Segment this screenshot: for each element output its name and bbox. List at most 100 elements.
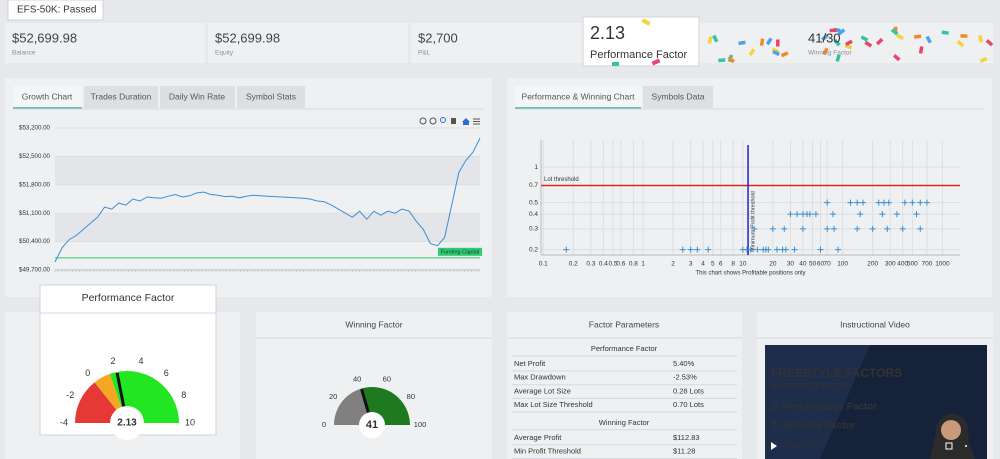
- x-tick-label: 10: [739, 261, 747, 268]
- data-point: [817, 246, 824, 253]
- y-tick-label: $52,500.00: [19, 153, 51, 160]
- data-point: [923, 199, 930, 206]
- reference-label-bg: [438, 247, 482, 256]
- confetti-piece: [890, 28, 899, 36]
- data-point: [893, 211, 900, 218]
- data-point: [751, 225, 758, 232]
- menu[interactable]: [473, 118, 480, 125]
- confetti: [707, 26, 994, 64]
- confetti-piece: [821, 33, 829, 42]
- x-tick-label: 70: [824, 261, 832, 268]
- pan[interactable]: [451, 118, 456, 124]
- data-point: [806, 211, 813, 218]
- tab[interactable]: [643, 86, 713, 108]
- x-tick-label: 1000: [935, 261, 950, 268]
- y-tick-label: 0.7: [529, 182, 538, 189]
- reset[interactable]: [462, 118, 470, 125]
- data-point: [857, 211, 864, 218]
- stat-label: Winning Factor: [808, 50, 853, 57]
- scatter-chart: 0.1 0.2 0.3 0.4 0.50.6 0.8 1 2 3 4 5 6 8 10 20 30 40 50 60…: [529, 140, 960, 277]
- table-label: Max Drawdown: [514, 373, 566, 382]
- gauge-value: 41: [366, 419, 378, 431]
- menu-button[interactable]: [965, 445, 967, 447]
- confetti-piece: [985, 39, 994, 47]
- tab[interactable]: Growth Chart: [22, 91, 73, 101]
- tab[interactable]: [237, 86, 305, 108]
- card-title: Instructional Video: [840, 319, 910, 329]
- confetti-piece: [780, 51, 789, 58]
- confetti-piece: [641, 18, 651, 26]
- data-point: [899, 225, 906, 232]
- gauge-tick-label: 6: [164, 368, 169, 378]
- reference-label: Funding Capital: [441, 249, 480, 255]
- data-point: [782, 246, 789, 253]
- data-point: [773, 246, 780, 253]
- gauge-tick-label: -2: [66, 390, 74, 400]
- tab-active[interactable]: [515, 86, 641, 108]
- zoom-out[interactable]: [429, 117, 437, 125]
- gauge-value: 2.13: [117, 418, 137, 429]
- stat-label: P&L: [418, 50, 431, 57]
- gauge-band: [334, 388, 372, 425]
- tab-active[interactable]: [13, 86, 82, 108]
- data-point: [791, 246, 798, 253]
- confetti-piece: [913, 34, 922, 39]
- confetti-piece: [775, 39, 780, 47]
- x-tick-label: 0.4: [599, 261, 608, 268]
- data-point: [787, 211, 794, 218]
- data-point: [847, 199, 854, 206]
- video-item: 1- Performance Factor: [771, 402, 877, 413]
- tab[interactable]: Symbols Data: [652, 91, 705, 101]
- x-tick-label: 30: [787, 261, 795, 268]
- data-point: [687, 246, 694, 253]
- data-point: [831, 225, 838, 232]
- confetti-piece: [860, 35, 869, 42]
- data-point: [705, 246, 712, 253]
- tab[interactable]: Performance & Winning Chart: [522, 91, 636, 101]
- play-button[interactable]: [771, 442, 777, 450]
- chart-toolbar[interactable]: [419, 117, 480, 126]
- zoom-in[interactable]: [419, 117, 427, 125]
- data-point: [859, 199, 866, 206]
- confetti-piece: [979, 56, 988, 63]
- data-point: [812, 211, 819, 218]
- tab[interactable]: Symbol Stats: [246, 91, 296, 101]
- data-point: [824, 199, 831, 206]
- tab[interactable]: [160, 86, 235, 108]
- tab[interactable]: Daily Win Rate: [169, 91, 225, 101]
- gauge-tick-label: 0: [85, 368, 90, 378]
- data-point: [869, 225, 876, 232]
- gauge-tick-label: 20: [329, 392, 337, 401]
- x-tick-label: 0.2: [569, 261, 578, 268]
- x-tick-label: 60: [817, 261, 825, 268]
- tab[interactable]: [84, 86, 158, 108]
- gauge-tick-label: 80: [407, 392, 415, 401]
- x-tick-label: 200: [867, 261, 878, 268]
- gauge-hub: [359, 412, 385, 438]
- stat-card: [208, 23, 408, 63]
- zoom[interactable]: [440, 117, 446, 123]
- y-tick-label: 1: [534, 164, 538, 171]
- stat-value: $2,700: [418, 30, 458, 45]
- confetti-piece: [835, 54, 841, 62]
- table-label: Max Lot Size Threshold: [514, 400, 593, 409]
- threshold-label: Minimum Profit threshold: [750, 191, 756, 252]
- x-tick-label: 50: [809, 261, 817, 268]
- data-point: [879, 211, 886, 218]
- gauge-tick-label: 100: [414, 420, 427, 429]
- threshold-label: Lot threshold: [544, 177, 579, 183]
- table-value: 5.40%: [673, 359, 695, 368]
- y-tick-label: 0.4: [529, 211, 538, 218]
- table-label: Net Profit: [514, 359, 546, 368]
- y-tick-label: $51,100.00: [19, 210, 51, 217]
- status-text: EFS-50K: Passed: [17, 5, 96, 16]
- x-tick-label: 5: [711, 261, 715, 268]
- data-point: [563, 246, 570, 253]
- video-presenter-face: [941, 420, 961, 440]
- y-tick-label: 0.2: [529, 246, 538, 253]
- gauge-tick-label: 40: [353, 374, 361, 383]
- fullscreen-button[interactable]: [945, 442, 953, 450]
- growth-chart: $49,700.00 $50,400.00 $51,100.00 $51,800.00…: [19, 125, 482, 274]
- data-point: [854, 225, 861, 232]
- tab[interactable]: Trades Duration: [91, 91, 152, 101]
